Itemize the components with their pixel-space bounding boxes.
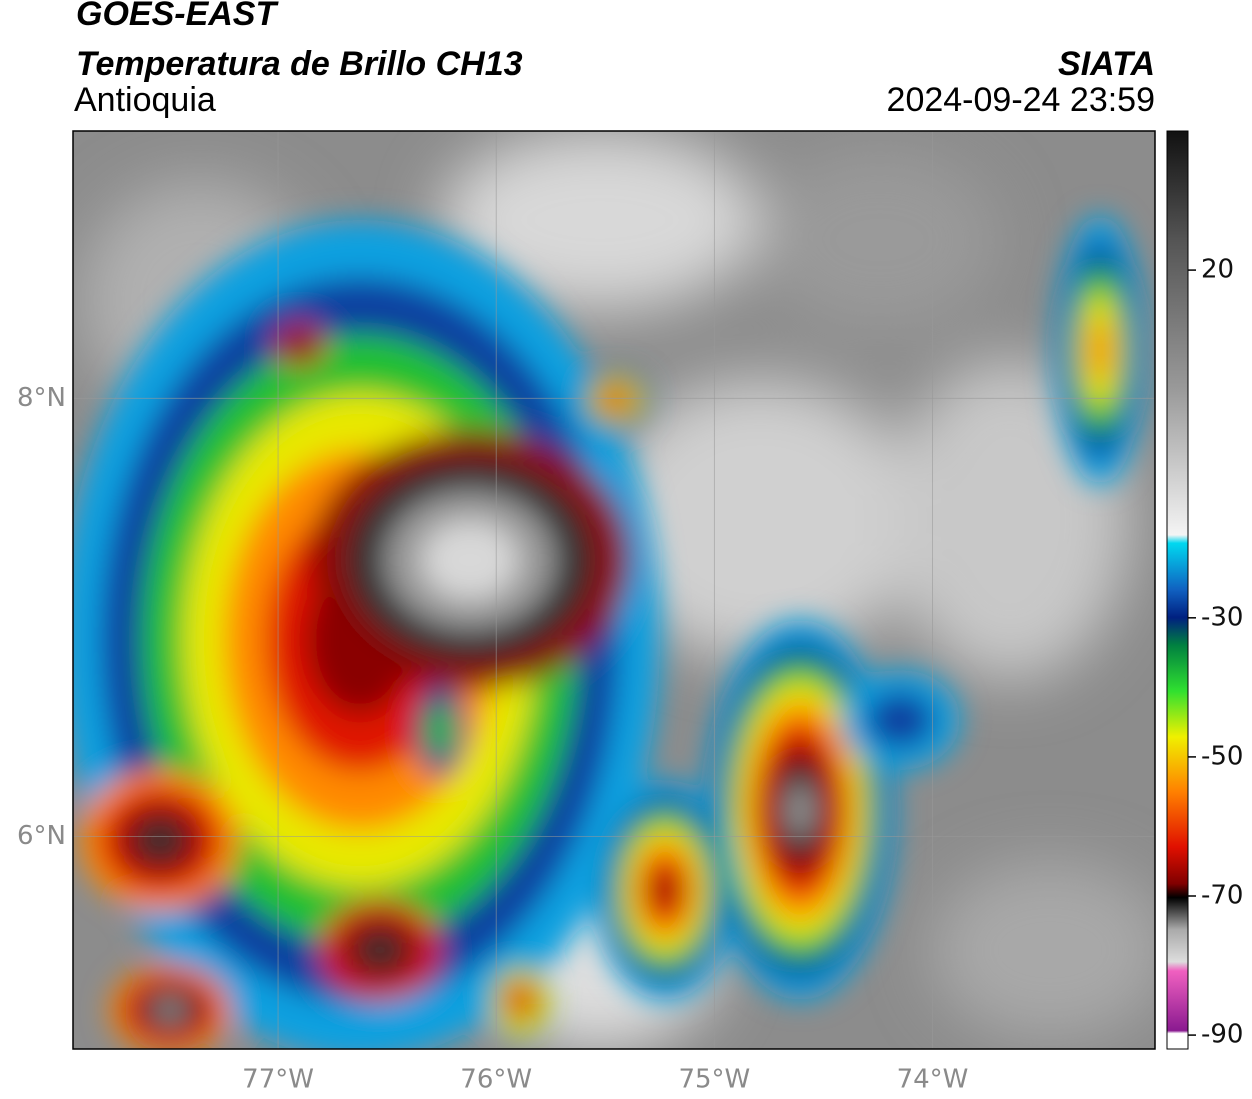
lon-tick-label: 74°W — [897, 1065, 969, 1095]
lat-tick-label: 8°N — [17, 383, 66, 413]
region: Antioquia — [74, 81, 216, 119]
subtitle: Temperatura de Brillo CH13 — [76, 45, 523, 83]
cloud-layer — [155, 998, 185, 1022]
colorbar-tick-label: -50 — [1201, 741, 1243, 771]
colorbar-tick-label: -30 — [1201, 602, 1243, 632]
cloud-layer — [135, 818, 185, 862]
cloud-layer — [356, 930, 404, 970]
satellite-image — [73, 131, 1155, 1049]
cloud-layer — [425, 704, 455, 756]
cloud-layer — [652, 870, 678, 910]
title: GOES-EAST — [76, 0, 279, 33]
colorbar — [1166, 130, 1189, 1050]
cloud-layer — [421, 520, 519, 600]
map-frame — [72, 130, 1156, 1050]
lat-tick-label: 6°N — [17, 821, 66, 851]
lon-tick-label: 77°W — [242, 1065, 314, 1095]
graticule: 77°W 76°W 75°W 74°W 8°N 6°N — [17, 131, 1155, 1095]
cloud-layer — [290, 336, 310, 354]
cloud-layer — [866, 691, 934, 749]
cloud-layer — [607, 393, 623, 407]
lon-tick-label: 75°W — [678, 1065, 750, 1095]
cloud-layer — [1088, 316, 1112, 384]
datetime: 2024-09-24 23:59 — [887, 81, 1155, 119]
colorbar-tick-label: -70 — [1201, 881, 1243, 911]
lon-tick-label: 76°W — [460, 1065, 532, 1095]
cloud-layer — [512, 991, 528, 1009]
cloud-layer — [786, 783, 814, 837]
colorbar-tick-label: -90 — [1201, 1020, 1243, 1050]
source: SIATA — [1058, 45, 1155, 83]
colorbar-tick-label: 20 — [1201, 255, 1234, 285]
